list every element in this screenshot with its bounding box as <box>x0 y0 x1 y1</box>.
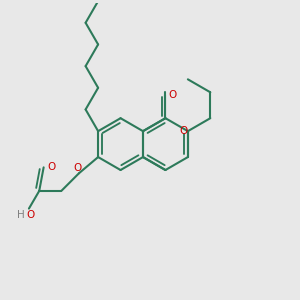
Text: O: O <box>169 90 177 100</box>
Text: H: H <box>17 210 25 220</box>
Text: O: O <box>179 126 188 136</box>
Text: O: O <box>26 210 34 220</box>
Text: O: O <box>47 162 55 172</box>
Text: O: O <box>74 163 82 173</box>
